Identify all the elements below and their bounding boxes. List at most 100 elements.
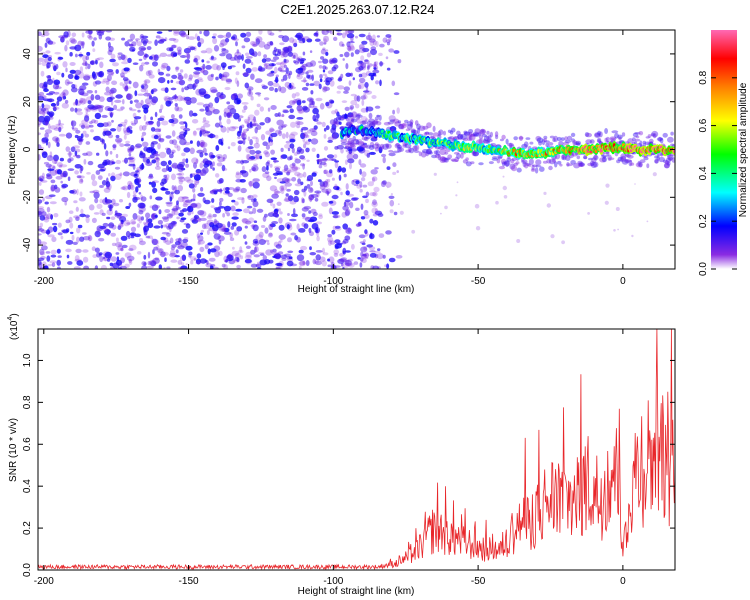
- noise-speckle: [115, 241, 123, 248]
- noise-speckle: [234, 54, 238, 61]
- noise-speckle: [149, 154, 155, 159]
- noise-speckle: [323, 38, 327, 45]
- noise-speckle: [143, 114, 147, 122]
- noise-speckle: [339, 54, 344, 57]
- track-halo: [433, 150, 438, 155]
- track-halo: [539, 166, 545, 172]
- noise-speckle: [236, 264, 241, 269]
- noise-speckle: [456, 181, 459, 184]
- track-halo: [346, 122, 352, 127]
- noise-speckle: [270, 139, 274, 143]
- noise-speckle: [158, 264, 162, 269]
- noise-speckle: [199, 30, 202, 35]
- noise-speckle: [171, 209, 176, 216]
- noise-speckle: [379, 79, 382, 87]
- noise-speckle: [320, 56, 325, 60]
- track-halo: [394, 121, 401, 127]
- track-halo: [443, 157, 449, 163]
- noise-speckle: [248, 180, 255, 187]
- noise-speckle: [92, 189, 100, 194]
- track-halo: [347, 114, 354, 118]
- noise-speckle: [120, 72, 125, 78]
- noise-speckle: [106, 74, 112, 82]
- noise-speckle: [151, 159, 157, 164]
- track-halo: [642, 142, 647, 148]
- snr-scale-exponent: 4: [7, 317, 14, 321]
- noise-speckle: [235, 172, 242, 180]
- noise-speckle: [369, 232, 373, 239]
- noise-speckle: [263, 62, 270, 67]
- track-halo: [521, 159, 528, 164]
- noise-speckle: [255, 38, 260, 45]
- noise-speckle: [259, 155, 263, 160]
- track-halo: [527, 163, 532, 167]
- noise-speckle: [279, 181, 286, 184]
- noise-speckle: [117, 245, 124, 252]
- track-halo: [577, 162, 583, 168]
- noise-speckle: [64, 44, 68, 52]
- noise-speckle: [346, 45, 352, 51]
- track-halo: [404, 143, 412, 149]
- noise-speckle: [227, 104, 235, 110]
- track-halo: [599, 157, 606, 163]
- snr-scale-prefix: (x10: [9, 320, 20, 340]
- noise-speckle: [193, 55, 201, 61]
- noise-speckle: [323, 146, 329, 151]
- noise-speckle: [258, 30, 263, 35]
- track-halo: [509, 163, 516, 170]
- snr-scale-note: (x104): [7, 313, 20, 340]
- noise-speckle: [57, 232, 63, 236]
- track-halo: [585, 139, 593, 144]
- noise-speckle: [329, 119, 336, 125]
- noise-speckle: [319, 74, 323, 79]
- track-halo: [557, 160, 562, 165]
- noise-speckle: [118, 243, 122, 247]
- snr-frame: [37, 328, 676, 571]
- track-halo: [590, 161, 598, 168]
- noise-speckle: [376, 35, 380, 38]
- noise-speckle: [217, 34, 224, 39]
- noise-speckle: [319, 41, 324, 46]
- noise-speckle: [182, 203, 188, 208]
- noise-speckle: [129, 46, 136, 52]
- noise-speckle: [344, 259, 352, 266]
- noise-speckle: [140, 216, 144, 221]
- noise-speckle: [170, 191, 174, 195]
- noise-speckle: [252, 123, 257, 127]
- track-halo: [422, 125, 429, 130]
- noise-speckle: [149, 195, 153, 200]
- track-halo: [597, 139, 601, 143]
- track-halo: [447, 129, 452, 133]
- noise-speckle: [135, 170, 139, 173]
- y-tick-label: -40: [22, 237, 33, 252]
- noise-speckle: [120, 247, 124, 252]
- track-halo: [361, 136, 368, 141]
- noise-speckle: [256, 208, 264, 213]
- noise-speckle: [273, 208, 279, 215]
- noise-speckle: [365, 86, 369, 91]
- noise-speckle: [286, 188, 291, 192]
- noise-speckle: [392, 162, 397, 168]
- noise-speckle: [58, 133, 66, 137]
- noise-speckle: [362, 239, 366, 243]
- noise-speckle: [115, 153, 119, 159]
- noise-speckle: [177, 49, 182, 56]
- noise-speckle: [137, 183, 141, 188]
- track-halo: [576, 142, 581, 146]
- noise-speckle: [242, 165, 245, 171]
- track-halo: [443, 130, 446, 136]
- noise-speckle: [75, 248, 82, 254]
- noise-speckle: [165, 100, 172, 107]
- noise-speckle: [160, 65, 166, 70]
- track-halo: [382, 143, 389, 150]
- noise-speckle: [217, 156, 225, 163]
- noise-speckle: [372, 177, 375, 183]
- noise-speckle: [237, 197, 245, 201]
- noise-speckle: [183, 127, 191, 132]
- noise-speckle: [190, 202, 198, 208]
- noise-speckle: [351, 198, 358, 201]
- noise-speckle: [358, 73, 363, 78]
- x-tick-label: -100: [323, 576, 343, 587]
- noise-speckle: [214, 134, 219, 139]
- noise-speckle: [194, 214, 199, 220]
